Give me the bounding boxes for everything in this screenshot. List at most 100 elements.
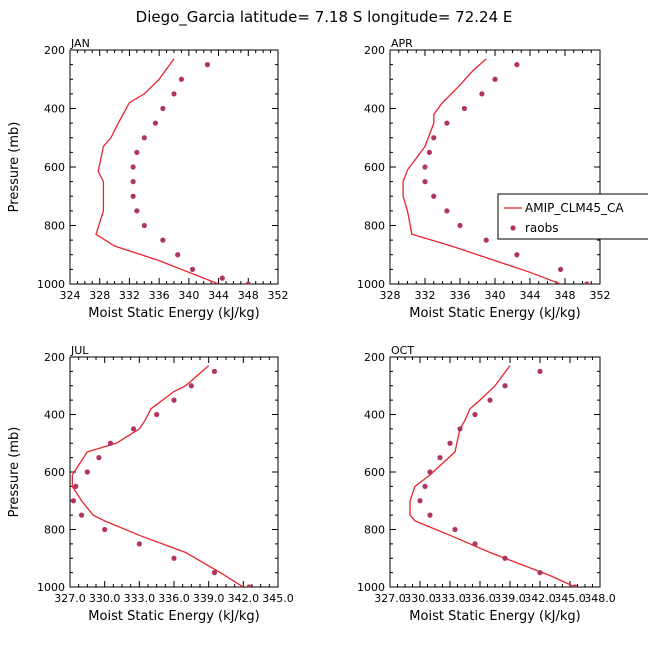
obs-point [584, 281, 590, 284]
x-tick-label: 348 [555, 289, 576, 302]
y-axis-label: Pressure (mb) [7, 122, 22, 213]
x-tick-label: 328 [89, 289, 110, 302]
y-tick-label: 400 [364, 409, 385, 422]
obs-point [447, 440, 453, 446]
obs-point [422, 483, 428, 489]
y-tick-label: 1000 [37, 278, 65, 291]
x-tick-label: 328 [380, 289, 401, 302]
obs-point [130, 164, 136, 170]
obs-point [479, 91, 485, 97]
panel-label: OCT [391, 344, 414, 357]
x-axis-label: Moist Static Energy (kJ/kg) [409, 609, 580, 624]
plot-frame [69, 49, 279, 285]
obs-point [417, 498, 423, 504]
obs-point [141, 222, 147, 229]
obs-point [422, 164, 428, 170]
x-tick-label: 327.0 [374, 592, 406, 605]
obs-point [211, 368, 218, 374]
obs-point [427, 512, 433, 518]
y-tick-label: 800 [44, 524, 65, 537]
panel-apr: 328 332 336 340 344 348 352 200 400 600 800 1000 APR… [357, 37, 611, 321]
y-tick-label: 600 [44, 466, 65, 479]
obs-point [558, 266, 564, 272]
y-tick-label: 600 [44, 161, 65, 174]
y-tick-label: 200 [364, 44, 385, 57]
obs-point [461, 105, 467, 112]
y-tick-label: 1000 [357, 278, 385, 291]
obs-point [134, 208, 140, 214]
plot-frame [389, 356, 601, 588]
y-tick-label: 800 [364, 524, 385, 537]
x-tick-label: 345.0 [262, 592, 294, 605]
x-tick-label: 336.0 [464, 592, 496, 605]
obs-point [130, 179, 136, 185]
obs-point [102, 526, 108, 533]
x-tick-label: 348.0 [584, 592, 616, 605]
y-tick-label: 200 [44, 44, 65, 57]
y-tick-label: 400 [364, 103, 385, 116]
obs-point [141, 135, 147, 141]
y-tick-label: 200 [364, 351, 385, 364]
obs-point [152, 120, 159, 126]
obs-point [178, 76, 185, 82]
y-tick-label: 1000 [37, 581, 65, 594]
x-tick-label: 344 [208, 289, 229, 302]
x-tick-label: 333.0 [124, 592, 156, 605]
obs-point [73, 483, 79, 489]
obs-point [96, 455, 102, 461]
y-tick-label: 600 [364, 466, 385, 479]
obs-point [444, 208, 450, 214]
plot-data [70, 365, 252, 587]
x-tick-label: 336 [450, 289, 471, 302]
x-tick-label: 324 [60, 289, 81, 302]
obs-point [134, 149, 140, 155]
obs-point [452, 526, 458, 533]
obs-point [426, 149, 432, 155]
legend-model-label: AMIP_CLM45_CA [525, 201, 624, 215]
y-tick-label: 400 [44, 103, 65, 116]
model-series-line [71, 365, 244, 587]
x-tick-label: 352 [590, 289, 611, 302]
obs-point [472, 541, 478, 547]
obs-point [78, 512, 85, 518]
obs-point [154, 411, 160, 418]
panel-label: JAN [70, 37, 90, 50]
obs-point [537, 368, 543, 374]
x-tick-label: 339.0 [193, 592, 225, 605]
model-series-line [409, 365, 576, 587]
figure-title: Diego_Garcia latitude= 7.18 S longitude=… [136, 8, 513, 27]
plot-data [402, 58, 590, 284]
panel-label: APR [391, 37, 413, 50]
obs-point [502, 555, 508, 561]
panel-oct: 327.0330.0333.0336.0339.0342.0345.0348.0… [357, 344, 616, 624]
obs-point [171, 397, 177, 403]
obs-point [175, 252, 181, 258]
y-tick-label: 800 [364, 220, 385, 233]
y-tick-label: 600 [364, 161, 385, 174]
model-series-line [402, 58, 561, 284]
obs-point [431, 135, 437, 141]
x-tick-label: 345.0 [554, 592, 586, 605]
panels: 324 328 332 336 340 344 348 352 200 400 600 800 1000… [7, 37, 648, 624]
x-tick-label: 336.0 [158, 592, 190, 605]
x-tick-label: 330.0 [404, 592, 436, 605]
x-tick-label: 348 [238, 289, 259, 302]
obs-point [437, 455, 443, 461]
panel-label: JUL [70, 344, 89, 357]
x-tick-label: 330.0 [89, 592, 121, 605]
panel-jan: 324 328 332 336 340 344 348 352 200 400 600 800 1000… [7, 37, 289, 321]
obs-point [171, 91, 177, 97]
obs-point [572, 584, 578, 587]
x-tick-label: 339.0 [494, 592, 526, 605]
obs-point [84, 469, 90, 475]
x-axis-label: Moist Static Energy (kJ/kg) [88, 609, 259, 624]
obs-point [130, 426, 137, 432]
obs-point [514, 62, 520, 68]
obs-point [107, 440, 114, 446]
x-tick-label: 332 [415, 289, 436, 302]
plot-frame [389, 49, 601, 285]
obs-point [189, 266, 196, 272]
obs-point [457, 426, 463, 432]
x-tick-label: 342.0 [228, 592, 260, 605]
